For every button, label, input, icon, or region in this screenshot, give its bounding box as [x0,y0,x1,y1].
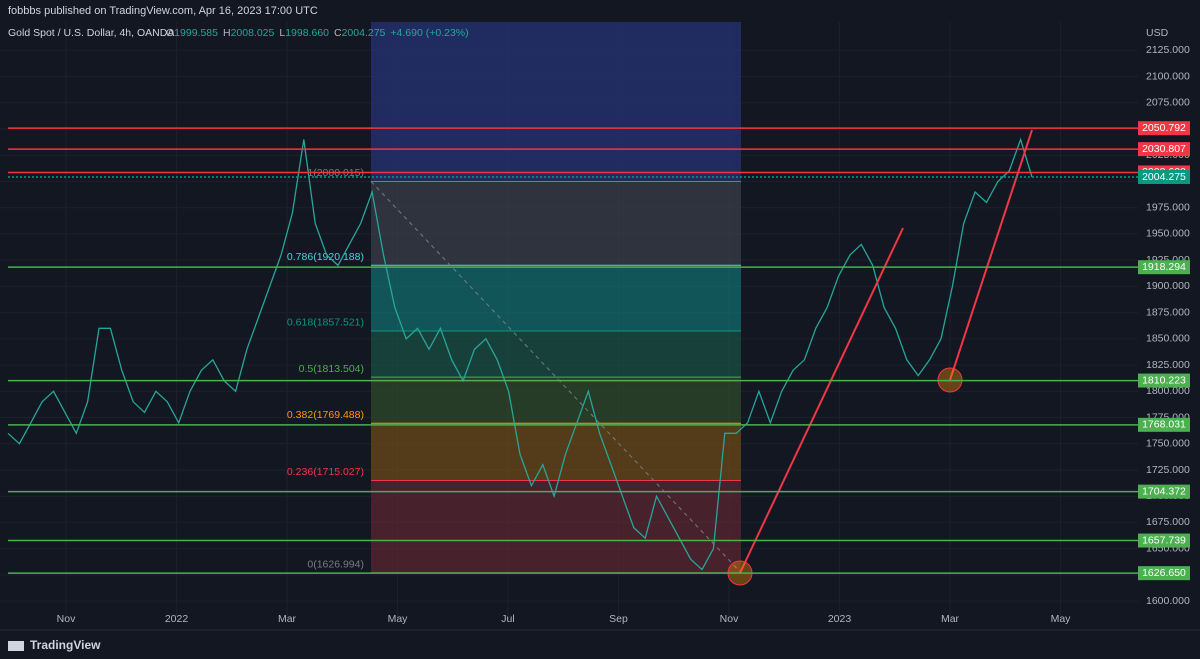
ohlc-value: 2008.025 [231,27,275,39]
y-tick-label: 1900.000 [1146,280,1190,292]
ohlc: O1999.585 H2008.025 L1998.660 C2004.275 +4.6… [166,27,469,39]
fib-zone [371,423,741,481]
fib-zone [371,480,741,573]
y-tick-label: 1850.000 [1146,333,1190,345]
level-label: 2050.792 [1142,122,1186,134]
x-tick-label: Nov [720,613,739,625]
y-tick-label: 2075.000 [1146,97,1190,109]
x-tick-label: Jul [501,613,514,625]
x-tick-label: May [388,613,409,625]
fib-label: 1(2000.015) [307,167,364,179]
level-tag [1138,417,1190,432]
level-label: 1626.650 [1142,567,1186,579]
y-tick-label: 1975.000 [1146,201,1190,213]
level-label: 1768.031 [1142,419,1186,431]
ohlc-key: L [279,27,285,39]
x-tick-label: Nov [57,613,76,625]
fib-label: 0.236(1715.027) [287,466,364,478]
ohlc-value: 1999.585 [174,27,218,39]
level-label: 2004.275 [1142,171,1186,183]
trend-line [739,227,904,574]
level-tag [1138,169,1190,184]
level-tag [1138,260,1190,275]
fib-label: 0.5(1813.504) [299,363,364,375]
fib-label: 0.382(1769.488) [287,409,364,421]
ohlc-value: 1998.660 [285,27,329,39]
plot: 1600.0001625.0001650.0001675.0001700.000… [0,22,1190,625]
level-tag [1138,484,1190,499]
y-tick-label: 1875.000 [1146,306,1190,318]
x-tick-label: Mar [941,613,960,625]
level-label: 1810.223 [1142,374,1186,386]
brand: TradingView [30,638,101,652]
x-tick-label: 2023 [828,613,852,625]
level-tag [1138,533,1190,548]
fib-zone [371,265,741,331]
ohlc-value: 2004.275 [342,27,386,39]
y-tick-label: 1725.000 [1146,464,1190,476]
y-tick-label: 1675.000 [1146,516,1190,528]
x-tick-label: May [1051,613,1072,625]
level-label: 2030.807 [1142,143,1186,155]
y-tick-label: 1750.000 [1146,438,1190,450]
level-tag [1138,121,1190,136]
currency: USD [1146,27,1169,39]
y-tick-label: 2100.000 [1146,70,1190,82]
fib-zone [371,181,741,266]
y-tick-label: 1950.000 [1146,228,1190,240]
change: +4.690 (+0.23%) [390,27,468,39]
x-tick-label: Mar [278,613,297,625]
ohlc-key: C [334,27,342,39]
fib-trend [370,181,742,574]
logo [8,641,24,651]
fib-label: 0(1626.994) [307,559,364,571]
ohlc-key: H [223,27,231,39]
x-tick-label: 2022 [165,613,189,625]
y-tick-label: 1825.000 [1146,359,1190,371]
ohlc-key: O [166,27,174,39]
fib-ext-zone [371,22,741,182]
header: fobbbs published on TradingView.com, Apr… [8,5,318,17]
level-label: 1657.739 [1142,534,1186,546]
trend-line [949,129,1033,381]
level-label: 1918.294 [1142,261,1186,273]
fib-zone [371,330,741,378]
y-tick-label: 1600.000 [1146,595,1190,607]
fib-zone [371,377,741,424]
fib-label: 0.618(1857.521) [287,317,364,329]
level-tag [1138,373,1190,388]
x-tick-label: Sep [609,613,628,625]
symbol: Gold Spot / U.S. Dollar, 4h, OANDA [8,27,174,39]
level-label: 1704.372 [1142,485,1186,497]
price-line [7,137,1033,571]
y-tick-label: 2125.000 [1146,44,1190,56]
y-tick-label: 1800.000 [1146,385,1190,397]
level-tag [1138,566,1190,581]
level-tag [1138,142,1190,157]
